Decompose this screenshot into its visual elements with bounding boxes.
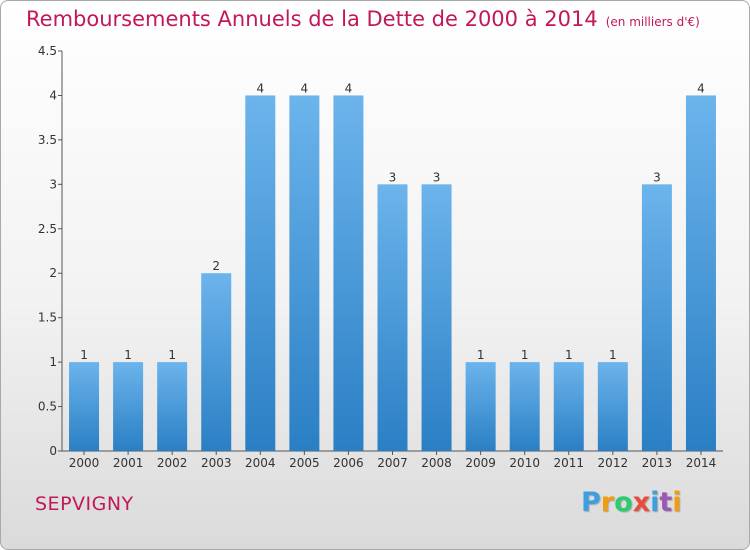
data-label: 3 <box>389 170 397 184</box>
data-label: 1 <box>521 348 529 362</box>
bar-2003 <box>201 273 232 451</box>
data-label: 1 <box>609 348 617 362</box>
chart-title-text: Remboursements Annuels de la Dette de 20… <box>26 7 598 31</box>
logo-letter: i <box>650 487 660 518</box>
logo-letter: t <box>659 487 673 518</box>
chart-title: Remboursements Annuels de la Dette de 20… <box>26 7 700 31</box>
data-label: 4 <box>301 81 309 95</box>
y-tick-label: 2 <box>49 266 57 280</box>
y-tick-label: 0.5 <box>38 400 57 414</box>
bar-2002 <box>157 362 188 451</box>
x-tick-label: 2002 <box>157 456 188 470</box>
x-tick-label: 2010 <box>509 456 540 470</box>
bar-2014 <box>685 95 716 451</box>
data-label: 4 <box>345 81 353 95</box>
bar-2006 <box>333 95 364 451</box>
x-tick-label: 2014 <box>686 456 717 470</box>
y-tick-label: 2.5 <box>38 222 57 236</box>
data-label: 1 <box>168 348 176 362</box>
bar-2011 <box>553 362 584 451</box>
proxiti-logo: Proxiti <box>581 487 682 518</box>
logo-letter: o <box>614 487 633 518</box>
data-label: 1 <box>80 348 88 362</box>
y-tick-label: 3.5 <box>38 133 57 147</box>
x-tick-label: 2012 <box>598 456 629 470</box>
chart-unit-label: (en milliers d'€) <box>605 15 700 29</box>
bar-2000 <box>69 362 100 451</box>
x-tick-label: 2000 <box>69 456 100 470</box>
data-label: 3 <box>433 170 441 184</box>
bar-2013 <box>641 184 672 452</box>
data-label: 3 <box>653 170 661 184</box>
x-tick-label: 2011 <box>553 456 584 470</box>
bar-2009 <box>465 362 496 451</box>
y-tick-label: 4 <box>49 88 57 102</box>
x-tick-label: 2008 <box>421 456 452 470</box>
x-tick-label: 2013 <box>642 456 673 470</box>
x-tick-label: 2004 <box>245 456 276 470</box>
x-tick-label: 2003 <box>201 456 232 470</box>
x-tick-label: 2006 <box>333 456 364 470</box>
logo-letter: r <box>600 487 615 518</box>
x-tick-label: 2007 <box>377 456 408 470</box>
bar-2004 <box>245 95 276 451</box>
bar-2005 <box>289 95 320 451</box>
data-label: 4 <box>697 81 705 95</box>
y-tick-label: 4.5 <box>38 44 57 58</box>
y-tick-label: 1.5 <box>38 311 57 325</box>
bar-2012 <box>597 362 628 451</box>
data-label: 1 <box>477 348 485 362</box>
data-label: 4 <box>256 81 264 95</box>
bar-2008 <box>421 184 452 452</box>
x-tick-label: 2001 <box>113 456 144 470</box>
y-tick-label: 0 <box>49 444 57 458</box>
data-label: 2 <box>212 259 220 273</box>
logo-letter: x <box>632 487 651 518</box>
data-label: 1 <box>565 348 573 362</box>
logo-letter: P <box>581 487 601 518</box>
y-tick-label: 3 <box>49 177 57 191</box>
commune-name: SEPVIGNY <box>35 493 134 515</box>
logo-letter: i <box>672 487 682 518</box>
x-tick-label: 2009 <box>465 456 496 470</box>
x-tick-label: 2005 <box>289 456 320 470</box>
bar-2007 <box>377 184 408 452</box>
bar-2001 <box>113 362 144 451</box>
bar-2010 <box>509 362 540 451</box>
y-tick-label: 1 <box>49 355 57 369</box>
data-label: 1 <box>124 348 132 362</box>
